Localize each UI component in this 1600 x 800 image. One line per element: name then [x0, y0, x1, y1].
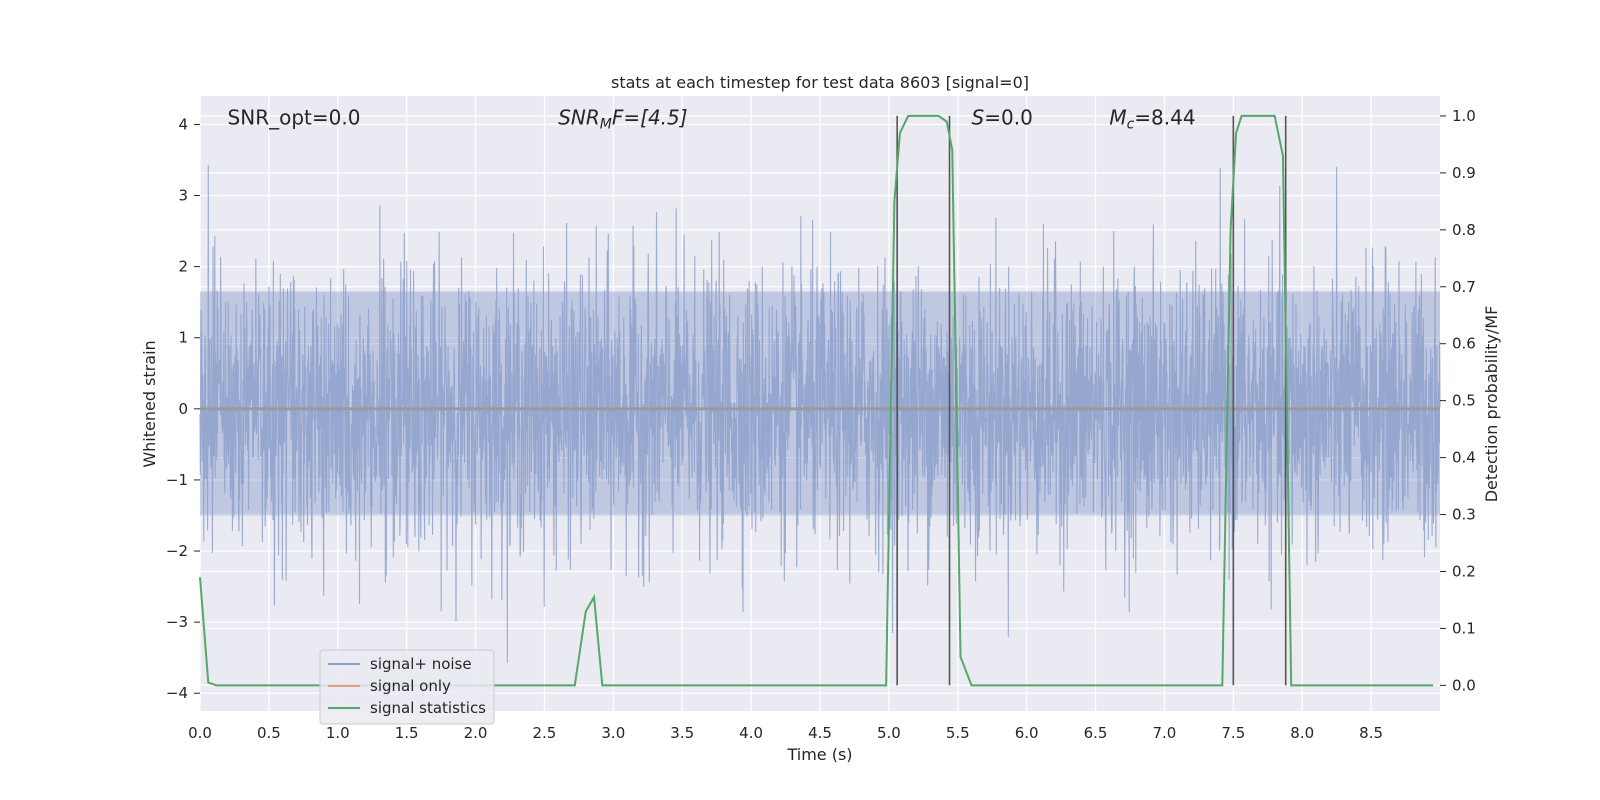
x-tick-label: 5.5: [946, 724, 970, 742]
x-tick-label: 7.5: [1221, 724, 1245, 742]
y-right-tick-label: 0.2: [1452, 562, 1476, 580]
y-left-tick-label: −4: [166, 684, 188, 702]
x-tick-label: 6.0: [1015, 724, 1039, 742]
y-left-tick-label: 3: [178, 187, 188, 205]
annotation-1: SNRMF=[4.5]: [558, 105, 687, 132]
x-tick-label: 0.0: [188, 724, 212, 742]
x-tick-label: 8.5: [1359, 724, 1383, 742]
annotation-0: SNR_opt=0.0: [228, 105, 361, 129]
annotations: SNR_opt=0.0 SNRMF=[4.5] S=0.0 Mc=8.44: [228, 105, 1196, 132]
x-tick-label: 6.5: [1084, 724, 1108, 742]
x-tick-label: 3.5: [670, 724, 694, 742]
x-tick-label: 4.5: [808, 724, 832, 742]
y-left-tick-label: 1: [178, 329, 188, 347]
y-left-tick-label: 2: [178, 258, 188, 276]
y-left-tick-label: 0: [178, 400, 188, 418]
legend-label-signal-statistics: signal statistics: [370, 699, 486, 717]
x-tick-label: 2.0: [464, 724, 488, 742]
legend-box: [319, 649, 495, 725]
x-tick-label: 0.5: [257, 724, 281, 742]
y-right-tick-label: 0.8: [1452, 221, 1476, 239]
legend-label-signal-noise: signal+ noise: [370, 655, 472, 673]
y-left-tick-label: 4: [178, 115, 188, 133]
y-right-tick-label: 0.3: [1452, 506, 1476, 524]
signal-statistics-line: [199, 114, 1434, 687]
y-axis-right-title: Detection probability/MF: [1482, 306, 1501, 503]
annotation-2: S=0.0: [972, 105, 1033, 129]
x-tick-label: 4.0: [739, 724, 763, 742]
y-right-tick-label: 0.6: [1452, 335, 1476, 353]
signal-statistics-series: [199, 114, 1434, 687]
y-left-tick-label: −1: [166, 471, 188, 489]
detection-markers: [896, 115, 1287, 686]
y-right-tick-label: 0.1: [1452, 619, 1476, 637]
legend: signal+ noise signal only signal statist…: [319, 649, 495, 725]
y-left-tick-label: −3: [166, 613, 188, 631]
y-right-tick-label: 0.4: [1452, 449, 1476, 467]
y-left-tick-label: −2: [166, 542, 188, 560]
y-right-tick-label: 1.0: [1452, 107, 1476, 125]
ticks: 0.0 0.5 1.0 1.5 2.0 2.5 3.0 3.5 4.0 4.5 5.0 5.5 6.0 6…: [166, 107, 1476, 742]
x-tick-label: 8.0: [1290, 724, 1314, 742]
x-tick-label: 7.0: [1153, 724, 1177, 742]
x-tick-label: 3.0: [601, 724, 625, 742]
x-axis-title: Time (s): [786, 745, 852, 764]
x-tick-label: 2.5: [533, 724, 557, 742]
y-right-tick-label: 0.9: [1452, 164, 1476, 182]
chart-title: stats at each timestep for test data 860…: [611, 73, 1029, 92]
x-tick-label: 5.0: [877, 724, 901, 742]
x-tick-label: 1.0: [326, 724, 350, 742]
annotation-3: Mc=8.44: [1109, 105, 1195, 132]
y-right-tick-label: 0.0: [1452, 676, 1476, 694]
x-tick-label: 1.5: [395, 724, 419, 742]
signal-noise-dense-band: [200, 291, 1440, 516]
y-axis-left-title: Whitened strain: [140, 340, 159, 467]
legend-label-signal-only: signal only: [370, 677, 451, 695]
y-right-tick-label: 0.5: [1452, 392, 1476, 410]
y-right-tick-label: 0.7: [1452, 278, 1476, 296]
